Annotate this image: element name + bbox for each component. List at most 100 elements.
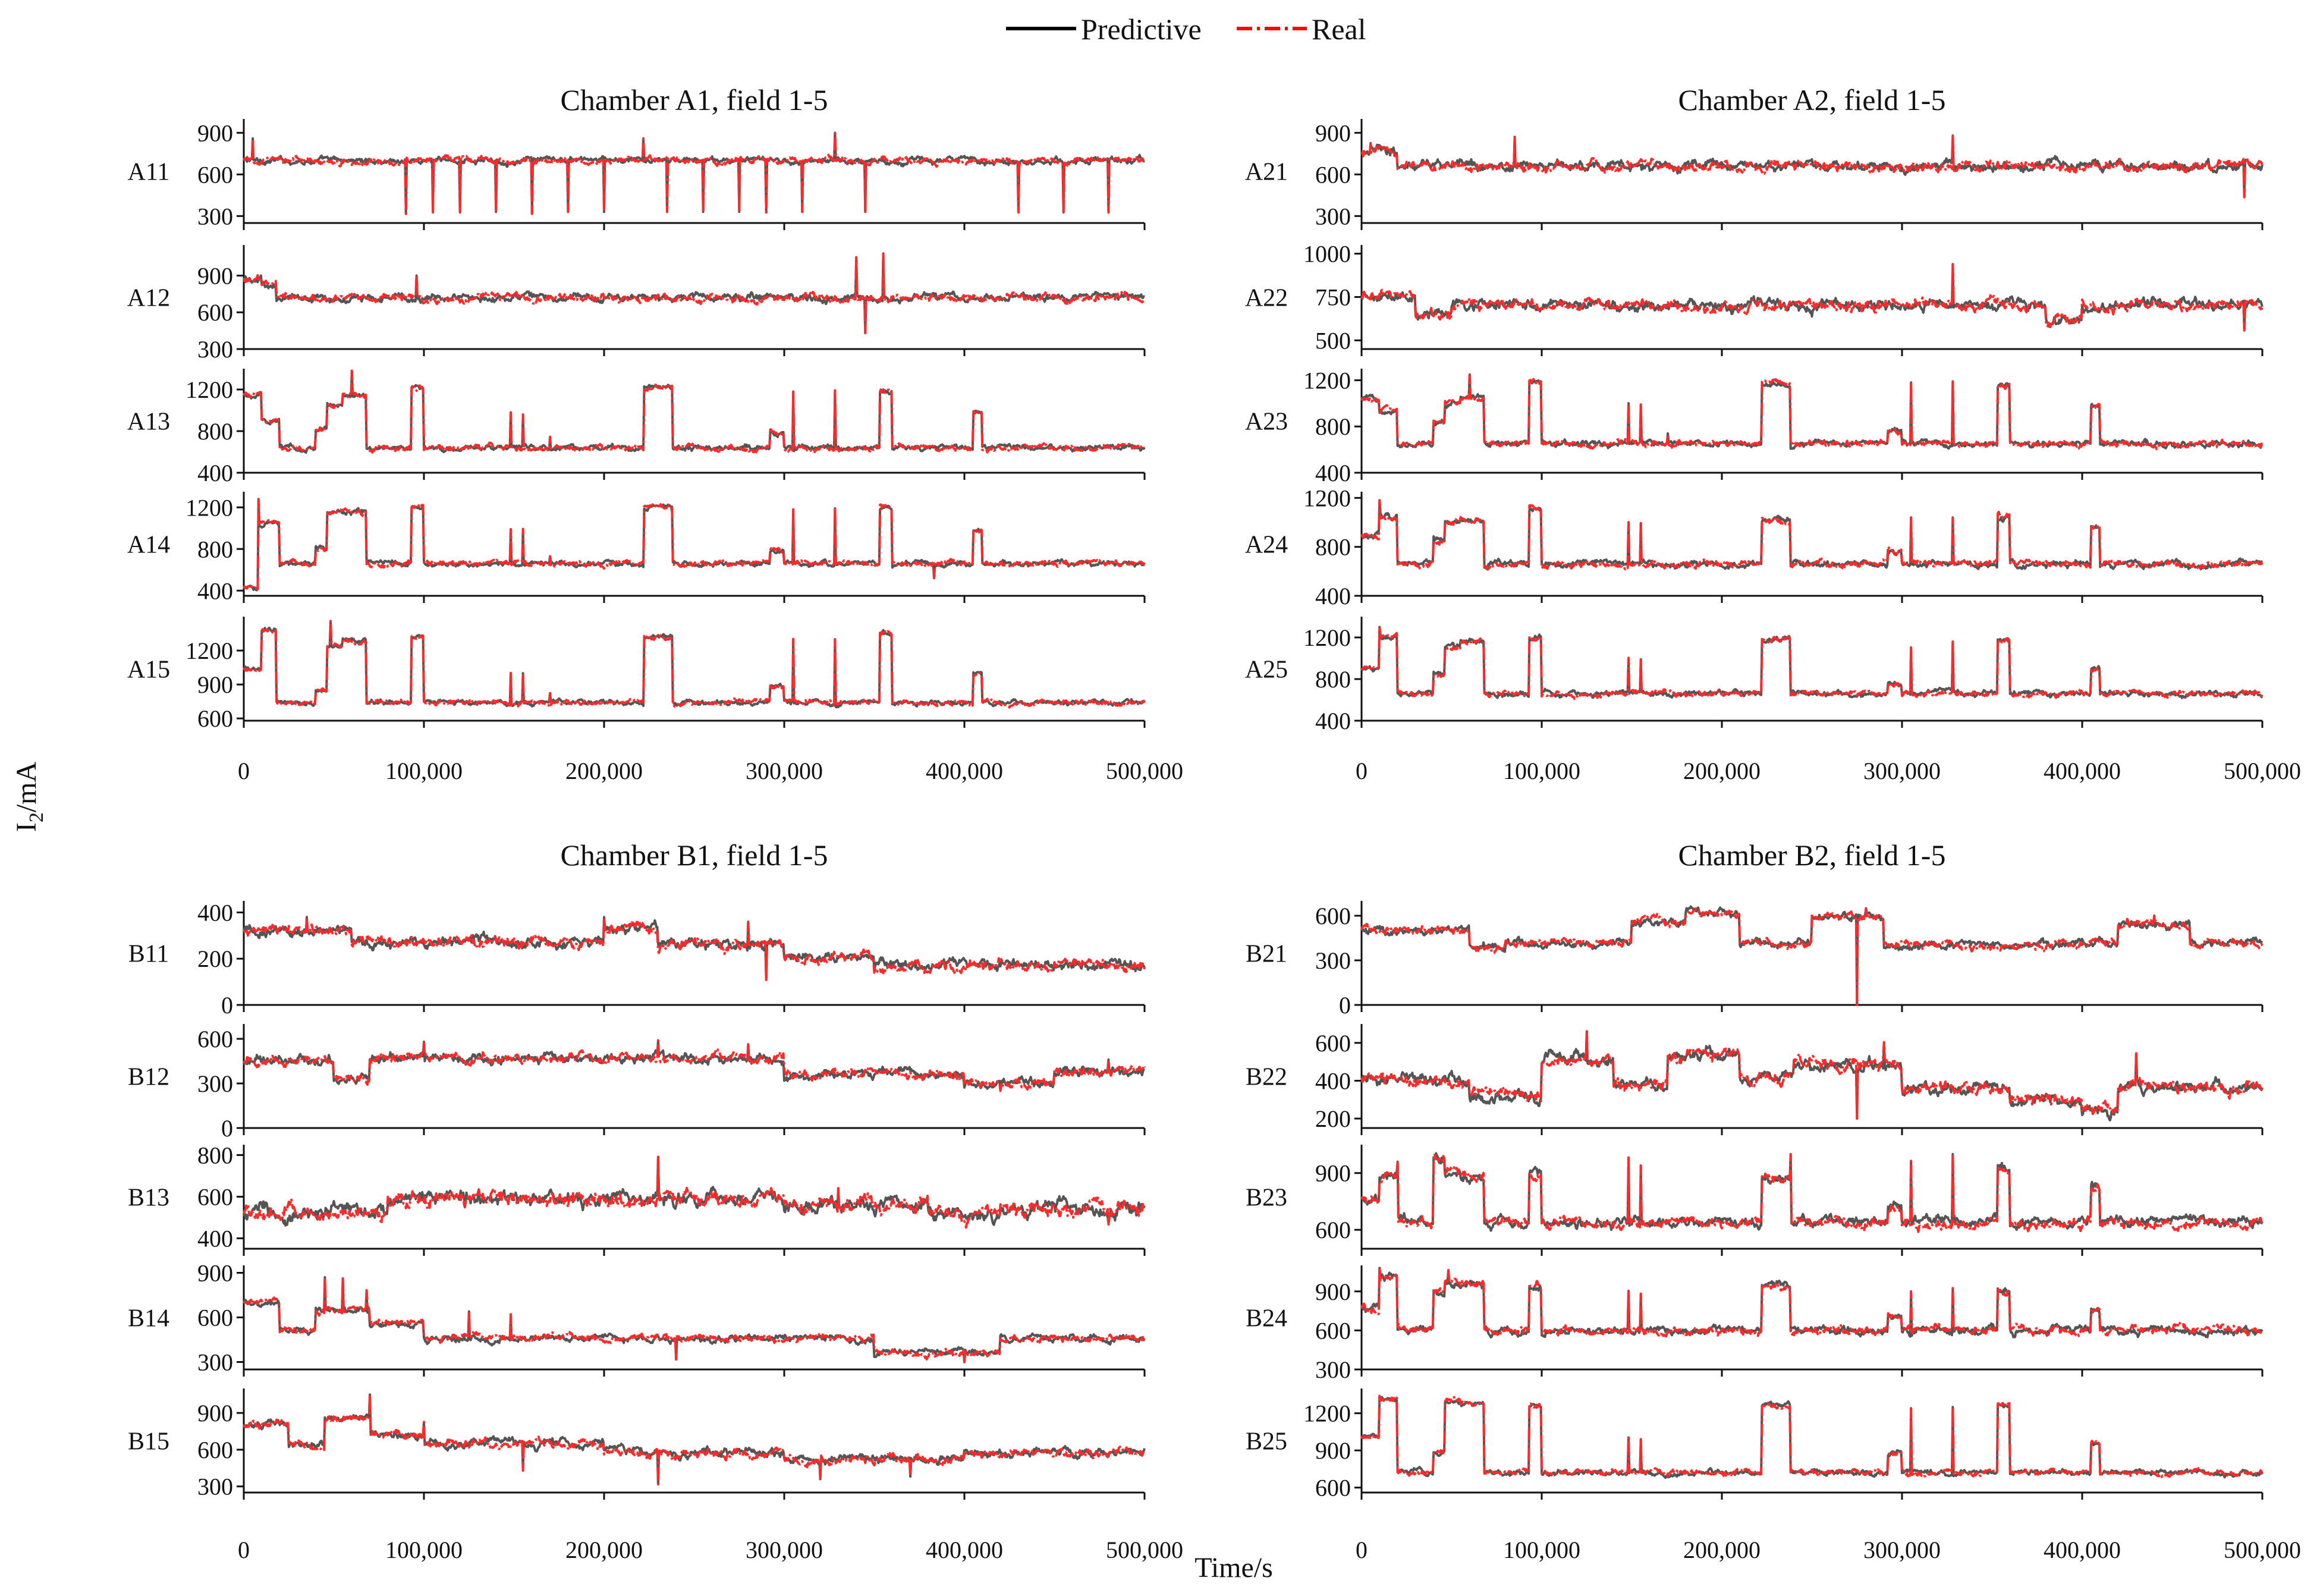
series-real	[243, 252, 1146, 334]
series-real	[1360, 373, 2264, 450]
series-real	[243, 620, 1146, 709]
y-tick-label: 600	[1315, 1317, 1351, 1344]
subplot: 300 600 900 A21	[1245, 119, 2264, 230]
y-tick-label: 600	[1315, 903, 1351, 929]
y-tick-label: 600	[197, 299, 233, 326]
x-tick-label: 0	[1356, 1537, 1368, 1563]
y-tick-label: 600	[1315, 1030, 1351, 1057]
chart-title: Chamber A1, field 1-5	[561, 83, 828, 117]
x-tick-label: 0	[238, 1537, 250, 1563]
y-tick-label: 400	[197, 577, 233, 604]
subplot: 300 600 900 B14	[128, 1260, 1146, 1377]
y-tick-label: 600	[1315, 1475, 1351, 1501]
subplot: 400 800 1200 A24	[1245, 485, 2264, 610]
y-tick-label: 600	[197, 705, 233, 732]
y-tick-label: 400	[197, 1226, 233, 1252]
y-tick-label: 400	[1315, 583, 1351, 610]
series-predictive	[1360, 1267, 2264, 1339]
y-tick-label: 400	[197, 460, 233, 486]
subplot: 0 200 400 B11	[128, 899, 1146, 1019]
series-real	[1361, 135, 2264, 199]
panel-label: B12	[128, 1064, 169, 1091]
y-tick-label: 900	[197, 671, 233, 698]
subplot: 600 900 1200 A15 0 100,000 200,000 300,000 400,0…	[127, 617, 1183, 784]
y-tick-label: 600	[1315, 161, 1351, 188]
legend-real-label: Real	[1312, 12, 1366, 46]
y-tick-label: 800	[197, 418, 233, 445]
series-real	[243, 1039, 1146, 1092]
y-tick-label: 800	[197, 536, 233, 563]
panel-label: A11	[128, 159, 170, 186]
subplot: 0 300 600 B12	[128, 1024, 1146, 1142]
legend: Predictive Real	[1006, 12, 1366, 46]
series-real	[1360, 1152, 2264, 1233]
series-predictive	[1360, 1394, 2264, 1479]
panel-label: B14	[128, 1305, 169, 1333]
subplot: 500 750 1000 A22	[1245, 241, 2264, 356]
series-predictive	[243, 1039, 1145, 1092]
series-real	[1360, 1030, 2263, 1120]
panel-label: B15	[128, 1428, 169, 1456]
x-axis-title: Time/s	[1194, 1552, 1273, 1584]
y-tick-label: 1200	[1303, 485, 1351, 511]
y-tick-label: 1200	[186, 637, 233, 664]
x-tick-label: 500,000	[2224, 1537, 2301, 1563]
x-tick-label: 0	[238, 758, 250, 784]
x-tick-label: 300,000	[746, 1537, 823, 1563]
subplot: 300 600 900 B24	[1246, 1265, 2264, 1383]
x-tick-label: 500,000	[1106, 758, 1183, 784]
panel-label: B23	[1246, 1185, 1287, 1212]
series-real	[243, 1155, 1146, 1229]
x-tick-label: 400,000	[926, 1537, 1003, 1563]
y-tick-label: 1200	[1303, 367, 1351, 394]
x-tick-label: 500,000	[2224, 758, 2301, 784]
series-predictive	[1360, 1030, 2264, 1121]
subplot: 400 800 1200 A13	[127, 369, 1146, 486]
y-tick-label: 900	[1315, 1160, 1351, 1187]
panel-label: A15	[127, 656, 170, 684]
series-real	[243, 1276, 1146, 1363]
series-real	[243, 1393, 1146, 1486]
y-tick-label: 600	[197, 1437, 233, 1463]
series-predictive	[243, 1393, 1146, 1485]
y-tick-label: 0	[221, 1115, 233, 1142]
x-tick-label: 100,000	[385, 758, 463, 784]
subplot: 300 600 900 A12	[127, 245, 1146, 363]
y-tick-label: 300	[1315, 1356, 1351, 1383]
y-tick-label: 900	[1315, 120, 1351, 146]
panel-label: B22	[1246, 1064, 1287, 1091]
series-real	[1360, 263, 2264, 332]
y-tick-label: 1000	[1303, 241, 1351, 268]
chart-group: Chamber B2, field 1-5 0 300 600 B21 200 400 600…	[1246, 838, 2301, 1563]
charts: Chamber A1, field 1-5 300 600 900 A11 300 600 9…	[127, 83, 2301, 1563]
x-tick-label: 200,000	[565, 1537, 643, 1563]
panel-label: B11	[128, 941, 169, 968]
subplot: 200 400 600 B22	[1246, 1024, 2264, 1135]
chart-group: Chamber A2, field 1-5 300 600 900 A21 500 750 1…	[1245, 83, 2301, 784]
x-tick-label: 400,000	[2044, 1537, 2121, 1563]
series-predictive	[243, 916, 1146, 981]
y-tick-label: 0	[1339, 992, 1351, 1019]
series-predictive	[1360, 373, 2263, 450]
panel-label: A21	[1245, 159, 1288, 186]
series-real	[1360, 1394, 2264, 1479]
y-tick-label: 300	[197, 1349, 233, 1376]
chart-title: Chamber A2, field 1-5	[1678, 83, 1946, 117]
y-tick-label: 300	[197, 1474, 233, 1500]
y-axis-title: I2/mA	[11, 762, 48, 832]
x-tick-label: 400,000	[2044, 758, 2121, 784]
y-tick-label: 400	[1315, 1067, 1351, 1094]
x-tick-label: 100,000	[1503, 758, 1580, 784]
x-tick-label: 100,000	[1503, 1537, 1580, 1563]
panel-label: A13	[127, 409, 170, 436]
y-tick-label: 1200	[186, 376, 233, 403]
subplot: 600 900 1200 B25 0 100,000 200,000 300,000 400,0…	[1246, 1388, 2301, 1563]
y-tick-label: 900	[197, 1260, 233, 1287]
y-tick-label: 400	[1315, 708, 1351, 734]
series-real	[243, 916, 1146, 981]
panel-label: B24	[1246, 1305, 1287, 1333]
panel-label: A12	[127, 285, 170, 312]
y-tick-label: 900	[1315, 1437, 1351, 1464]
y-tick-label: 800	[197, 1142, 233, 1169]
panel-label: A23	[1245, 409, 1288, 436]
